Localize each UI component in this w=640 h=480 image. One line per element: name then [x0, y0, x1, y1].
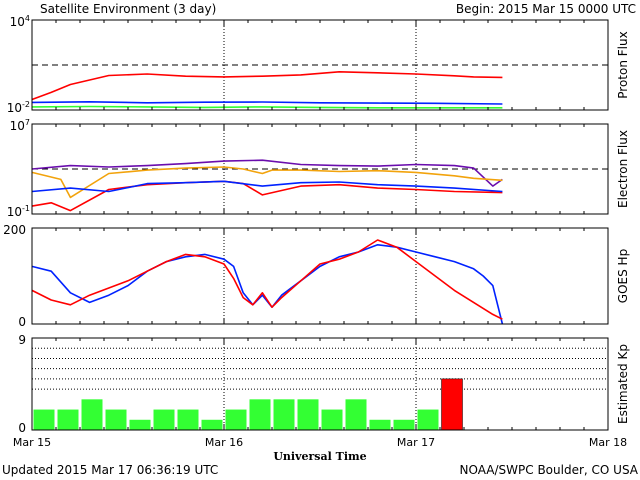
credit-label: NOAA/SWPC Boulder, CO USA: [460, 463, 639, 477]
x-tick-label: Mar 18: [589, 436, 627, 449]
y-tick-label: 9: [18, 333, 26, 347]
y-axis-title: Electron Flux: [616, 130, 630, 208]
y-tick-label: 0: [18, 421, 26, 435]
y-tick-label: 10-2: [7, 100, 30, 115]
kp-bar: [129, 419, 151, 430]
electron-flux-orange-line: [31, 166, 503, 199]
y-axis-title: Estimated Kp: [616, 344, 630, 424]
kp-bar: [81, 399, 103, 430]
panel-frame: [31, 227, 609, 325]
kp-bar: [249, 399, 271, 430]
x-tick-label: Mar 15: [13, 436, 51, 449]
panels: 104 10-2 Proton Flux 107 10-1 Electron Flux 20…: [3, 14, 630, 435]
kp-bar: [441, 378, 463, 431]
kp-bar: [153, 409, 175, 430]
kp-bar: [393, 419, 415, 430]
kp-bar: [273, 399, 295, 430]
y-axis-title: Proton Flux: [616, 31, 630, 98]
electron-flux-blue-line: [31, 180, 503, 193]
kp-bar: [225, 409, 247, 430]
goes-hp-panel: 200 0 GOES Hp: [3, 223, 630, 329]
y-tick-label: 200: [3, 223, 26, 237]
proton-flux-panel: 104 10-2 Proton Flux: [7, 14, 630, 115]
electron-flux-purple-line: [31, 159, 503, 187]
panel-frame: [31, 123, 609, 215]
kp-bar: [57, 409, 79, 430]
estimated-kp-panel: 9 0 Estimated Kp: [18, 333, 630, 435]
kp-bar: [297, 399, 319, 430]
kp-bar: [417, 409, 439, 430]
y-tick-label: 104: [10, 14, 30, 29]
y-axis-title: GOES Hp: [616, 249, 630, 303]
kp-bar: [345, 399, 367, 430]
y-tick-label: 107: [10, 118, 30, 133]
begin-label: Begin: 2015 Mar 15 0000 UTC: [456, 2, 636, 16]
kp-bar: [105, 409, 127, 430]
panel-frame: [31, 19, 609, 111]
updated-label: Updated 2015 Mar 17 06:36:19 UTC: [2, 463, 218, 477]
proton-flux-green-line: [31, 105, 503, 109]
x-axis-labels: Mar 15 Mar 16 Mar 17 Mar 18: [13, 436, 627, 449]
kp-bar: [177, 409, 199, 430]
plot-title: Satellite Environment (3 day): [40, 2, 216, 16]
y-tick-label: 0: [18, 315, 26, 329]
proton-flux-blue-line: [31, 101, 503, 105]
kp-bar: [201, 419, 223, 430]
y-tick-label: 10-1: [7, 204, 30, 219]
x-tick-label: Mar 17: [397, 436, 435, 449]
x-tick-label: Mar 16: [205, 436, 243, 449]
kp-bar: [321, 409, 343, 430]
kp-bar: [369, 419, 391, 430]
electron-flux-panel: 107 10-1 Electron Flux: [7, 118, 630, 219]
goes-hp-red-line: [31, 239, 503, 320]
x-axis-title: Universal Time: [273, 450, 366, 463]
goes-hp-blue-line: [31, 244, 504, 325]
proton-flux-red-line: [31, 71, 503, 101]
kp-bar: [33, 409, 55, 430]
